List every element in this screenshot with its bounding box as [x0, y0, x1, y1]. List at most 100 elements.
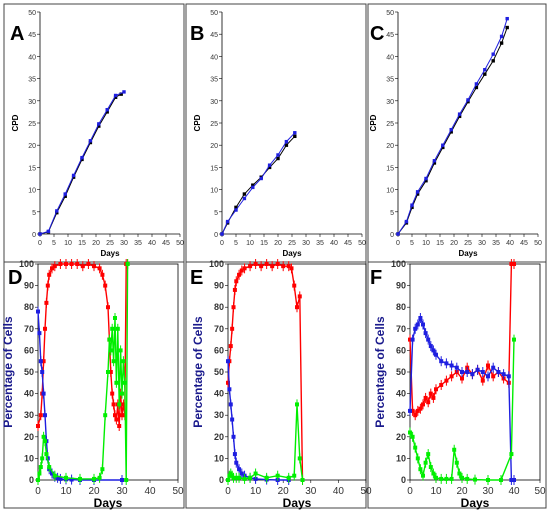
data-point [449, 130, 453, 134]
x-tick-label: 35 [134, 240, 142, 247]
series-line [221, 135, 296, 235]
data-point [113, 95, 118, 99]
x-tick-label: 40 [330, 240, 338, 247]
series-2 [226, 399, 305, 485]
data-point [410, 205, 414, 210]
x-tick-label: 45 [344, 240, 352, 247]
y-tick-label: 20 [214, 432, 224, 442]
x-tick-label: 30 [482, 486, 494, 497]
y-axis-label: Percentage of Cells [191, 316, 205, 428]
x-axis-label: Days [283, 496, 312, 510]
x-tick-label: 5 [52, 240, 56, 247]
data-point [242, 196, 247, 201]
y-tick-label: 5 [214, 210, 218, 217]
data-point [122, 90, 126, 94]
panel-c: 0 5 10 15 20 25 30 35 40 45 50 0 5 10 15 20 25 30 35 40 45 50… [367, 3, 547, 263]
data-point [220, 232, 224, 236]
x-tick-label: 30 [305, 486, 317, 497]
data-point [119, 92, 123, 96]
data-point [424, 179, 428, 183]
x-tick-label: 25 [288, 240, 296, 247]
data-point [474, 85, 479, 90]
x-tick-label: 30 [478, 240, 486, 247]
y-tick-label: 10 [386, 188, 394, 195]
series-1 [38, 90, 126, 236]
x-tick-label: 10 [64, 240, 72, 247]
y-tick-label: 35 [386, 77, 394, 84]
data-point [97, 122, 101, 126]
data-point [457, 114, 462, 119]
data-point [441, 143, 445, 147]
x-tick-label: 10 [250, 486, 262, 497]
series-line [39, 93, 122, 235]
panel-frame [185, 3, 367, 263]
y-tick-label: 50 [386, 10, 394, 17]
y-tick-label: 25 [28, 121, 36, 128]
y-tick-label: 60 [396, 345, 406, 355]
y-tick-label: 50 [210, 10, 218, 17]
series-line [39, 91, 125, 235]
y-tick-label: 35 [28, 77, 36, 84]
x-tick-label: 50 [534, 486, 546, 497]
y-tick-label: 60 [24, 345, 34, 355]
x-tick-label: 0 [220, 240, 224, 247]
x-tick-label: 15 [436, 240, 444, 247]
series-line [409, 263, 514, 417]
x-tick-label: 30 [302, 240, 310, 247]
y-tick-label: 0 [32, 232, 36, 239]
y-tick-label: 40 [396, 389, 406, 399]
y-tick-label: 30 [396, 410, 406, 420]
data-point [499, 41, 504, 45]
data-point [449, 127, 453, 132]
y-tick-label: 80 [214, 302, 224, 312]
data-point [483, 72, 487, 76]
y-tick-label: 70 [214, 324, 224, 334]
x-axis-label: Days [94, 496, 123, 510]
y-tick-label: 80 [24, 302, 34, 312]
data-point [505, 25, 509, 30]
y-tick-label: 25 [386, 121, 394, 128]
x-tick-label: 20 [274, 240, 282, 247]
data-point [396, 232, 400, 236]
panel-label: F [370, 267, 382, 289]
data-point [276, 156, 280, 161]
x-tick-label: 15 [260, 240, 268, 247]
x-tick-label: 10 [60, 486, 72, 497]
x-tick-label: 10 [422, 240, 430, 247]
x-tick-label: 50 [172, 486, 184, 497]
y-tick-label: 35 [210, 77, 218, 84]
y-tick-label: 15 [386, 165, 394, 172]
y-tick-label: 10 [24, 453, 34, 463]
data-point [63, 194, 67, 198]
x-tick-label: 25 [106, 240, 114, 247]
series-1 [226, 356, 291, 485]
y-tick-label: 30 [24, 410, 34, 420]
series-1 [220, 131, 297, 236]
data-point [284, 139, 289, 144]
y-tick-label: 15 [210, 165, 218, 172]
data-point [234, 208, 238, 212]
y-tick-label: 50 [214, 367, 224, 377]
y-tick-label: 90 [214, 281, 224, 291]
y-tick-label: 20 [396, 432, 406, 442]
data-point [105, 107, 109, 112]
y-tick-label: 90 [24, 281, 34, 291]
y-tick-label: 40 [210, 54, 218, 61]
data-point [71, 173, 76, 178]
series-0 [226, 259, 305, 485]
y-tick-label: 0 [214, 232, 218, 239]
x-axis-label: Days [458, 249, 478, 258]
data-point [80, 157, 84, 162]
x-tick-label: 20 [450, 240, 458, 247]
y-tick-label: 0 [401, 475, 406, 485]
y-tick-label: 70 [24, 324, 34, 334]
panel-label: B [190, 23, 204, 45]
data-point [293, 131, 297, 135]
y-tick-label: 0 [390, 232, 394, 239]
y-tick-label: 15 [28, 165, 36, 172]
x-tick-label: 50 [534, 240, 542, 247]
data-point [415, 192, 420, 196]
x-tick-label: 35 [492, 240, 500, 247]
y-tick-label: 40 [28, 54, 36, 61]
